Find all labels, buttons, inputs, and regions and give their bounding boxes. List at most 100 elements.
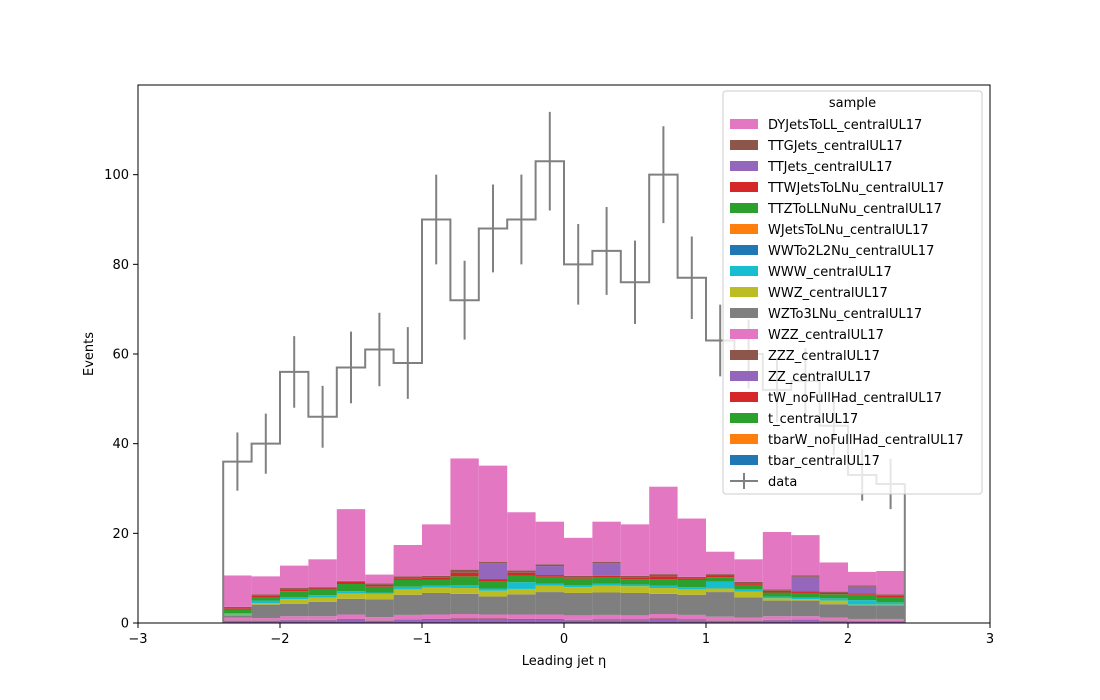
stack-bar-segment: [677, 589, 706, 595]
legend-swatch: [730, 308, 758, 318]
x-tick-label: 1: [702, 632, 710, 647]
stack-bar-segment: [649, 574, 678, 577]
stack-bar-segment: [649, 593, 678, 615]
stack-bar-segment: [223, 620, 252, 623]
y-tick-label: 40: [112, 437, 129, 452]
stack-bar-segment: [649, 619, 678, 623]
stack-bar-segment: [308, 588, 337, 590]
stack-bar-segment: [280, 589, 309, 592]
stack-bar-segment: [507, 614, 536, 619]
stack-bar-segment: [535, 618, 564, 620]
stack-bar-segment: [819, 591, 848, 593]
stack-bar-segment: [762, 616, 792, 620]
stack-bar-segment: [478, 614, 508, 619]
y-tick-label: 80: [112, 258, 129, 273]
stack-bar-segment: [422, 579, 451, 586]
stack-bar-segment: [677, 579, 706, 588]
stack-bar-segment: [422, 585, 451, 588]
x-tick-label: −1: [412, 632, 431, 647]
stack-bar-segment: [819, 600, 848, 605]
legend-label: ZZ_centralUL17: [768, 370, 871, 385]
stack-bar-segment: [848, 571, 877, 586]
stack-bar-segment: [649, 618, 678, 620]
stack-bar-segment: [535, 585, 564, 593]
stack-bar-segment: [848, 586, 877, 594]
stack-bar-segment: [734, 559, 763, 582]
stack-bar-segment: [564, 575, 593, 578]
stack-bar-segment: [706, 620, 735, 623]
y-tick-label: 20: [112, 527, 129, 542]
stack-bar-segment: [564, 587, 593, 593]
legend-box: [722, 90, 983, 495]
stack-bar-segment: [848, 621, 877, 623]
stack-bar-segment: [819, 562, 848, 592]
legend-label: tW_noFullHad_centralUL17: [768, 391, 942, 406]
stack-bar-segment: [450, 618, 479, 620]
stack-bar-segment: [592, 585, 621, 593]
stack-bar-segment: [308, 616, 337, 620]
stack-bar-segment: [762, 600, 792, 617]
stack-bar-segment: [819, 592, 848, 595]
stack-bar-segment: [876, 595, 905, 597]
legend-label: ZZZ_centralUL17: [768, 349, 880, 364]
stack-bar-segment: [280, 599, 309, 604]
stack-bar-segment: [819, 620, 848, 623]
stack-bar-segment: [592, 614, 621, 620]
legend-title: sample: [829, 96, 876, 111]
stack-bar-segment: [308, 595, 337, 598]
data-step-series: [222, 111, 906, 623]
legend-label: WZZ_centralUL17: [768, 328, 884, 343]
x-tick-label: −2: [270, 632, 289, 647]
stack-bar-segment: [251, 595, 280, 597]
stack-bar-segment: [478, 465, 508, 563]
stack-bar-segment: [280, 596, 309, 600]
stack-bar-segment: [848, 594, 877, 601]
axis-ticks: −3 −2 −1 0 1 2 3 0 20 40 60 80 100: [104, 168, 994, 647]
stack-bar-segment: [620, 620, 650, 623]
stack-bar-segment: [393, 614, 422, 620]
stack-bar-segment: [791, 619, 820, 623]
stack-bar-segment: [280, 616, 309, 620]
stack-bar-segment: [478, 588, 508, 591]
stack-bar-segment: [450, 569, 479, 573]
legend-swatch: [730, 119, 758, 129]
stack-bar-segment: [336, 591, 366, 594]
legend-label: WWZ_centralUL17: [768, 286, 888, 301]
stack-bar-segment: [507, 588, 536, 595]
stack-bar-segment: [620, 577, 650, 580]
stack-bar-segment: [280, 603, 309, 617]
stack-bar-segment: [365, 617, 394, 621]
stack-bar-segment: [734, 589, 763, 592]
stack-bar-segment: [706, 581, 735, 589]
stack-bar-segment: [620, 615, 650, 620]
stack-bar-segment: [564, 537, 593, 576]
stack-bar-segment: [706, 574, 735, 576]
stack-bar-segment: [592, 619, 621, 621]
stack-bar-segment: [251, 603, 280, 605]
stack-bar-segment: [223, 617, 252, 621]
stack-bar-segment: [819, 594, 848, 599]
stack-bar-segment: [620, 619, 650, 621]
stack-bar-segment: [734, 597, 763, 618]
stack-bar-segment: [535, 564, 564, 567]
y-tick-label: 60: [112, 348, 129, 363]
stack-bar-segment: [223, 606, 252, 609]
stack-bar-segment: [762, 531, 792, 590]
stack-bar-segment: [848, 600, 877, 605]
stack-bar-segment: [649, 585, 678, 589]
stack-bar-segment: [734, 620, 763, 623]
legend-swatch: [730, 161, 758, 171]
legend-swatch: [730, 392, 758, 402]
stack-bar-segment: [876, 605, 905, 619]
legend-swatch: [730, 350, 758, 360]
x-tick-label: −3: [128, 632, 147, 647]
y-axis-label: Events: [82, 332, 97, 376]
legend-swatch: [730, 203, 758, 213]
stack-bar-segment: [535, 521, 564, 565]
stack-bar-segment: [450, 614, 479, 619]
stack-bar-segment: [819, 617, 848, 621]
stack-bar-segment: [450, 619, 479, 623]
stack-bar-segment: [876, 604, 905, 606]
stack-bar-segment: [876, 594, 905, 596]
stack-bar-segment: [393, 594, 422, 615]
